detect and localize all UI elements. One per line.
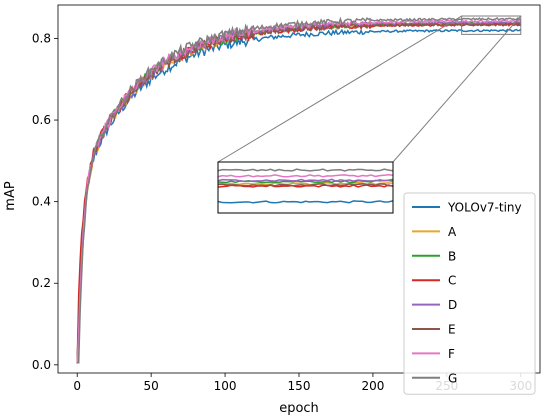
legend-label: YOLOv7-tiny <box>447 201 522 215</box>
x-tick-label: 150 <box>288 379 311 393</box>
series-layer <box>76 16 522 364</box>
inset-series-line-E <box>218 183 393 187</box>
y-tick-label: 0.2 <box>32 276 51 290</box>
inset-series-line-D <box>218 178 393 183</box>
legend-label: A <box>448 225 457 239</box>
inset-connector <box>217 15 462 163</box>
y-axis-label: mAP <box>3 181 18 211</box>
y-tick-label: 0.4 <box>32 195 51 209</box>
x-tick-label: 0 <box>73 379 81 393</box>
inset-connector <box>392 15 522 163</box>
inset-series-line-F <box>218 173 393 178</box>
inset-series-line-G <box>218 168 393 172</box>
series-line-G <box>76 16 522 364</box>
legend-label: G <box>448 371 457 385</box>
x-tick-label: 200 <box>361 379 384 393</box>
legend-box <box>403 192 536 395</box>
legend-label: B <box>448 249 456 263</box>
inset-series-line-C <box>218 184 393 188</box>
y-tick-label: 0.8 <box>32 31 51 45</box>
legend-label: D <box>448 298 457 312</box>
inset-frame <box>217 161 394 214</box>
x-tick-label: 50 <box>144 379 159 393</box>
inset-layer <box>217 15 522 214</box>
x-tick-label: 100 <box>214 379 237 393</box>
inset-series-line-A <box>218 181 393 186</box>
legend-label: E <box>448 323 456 337</box>
y-tick-label: 0.0 <box>32 358 51 372</box>
x-axis-label: epoch <box>279 401 319 416</box>
legend-label: C <box>448 274 456 288</box>
y-tick-label: 0.6 <box>32 113 51 127</box>
inset-series-line-YOLOv7-tiny <box>218 200 393 204</box>
zoom-region <box>461 15 522 35</box>
legend-label: F <box>448 347 455 361</box>
